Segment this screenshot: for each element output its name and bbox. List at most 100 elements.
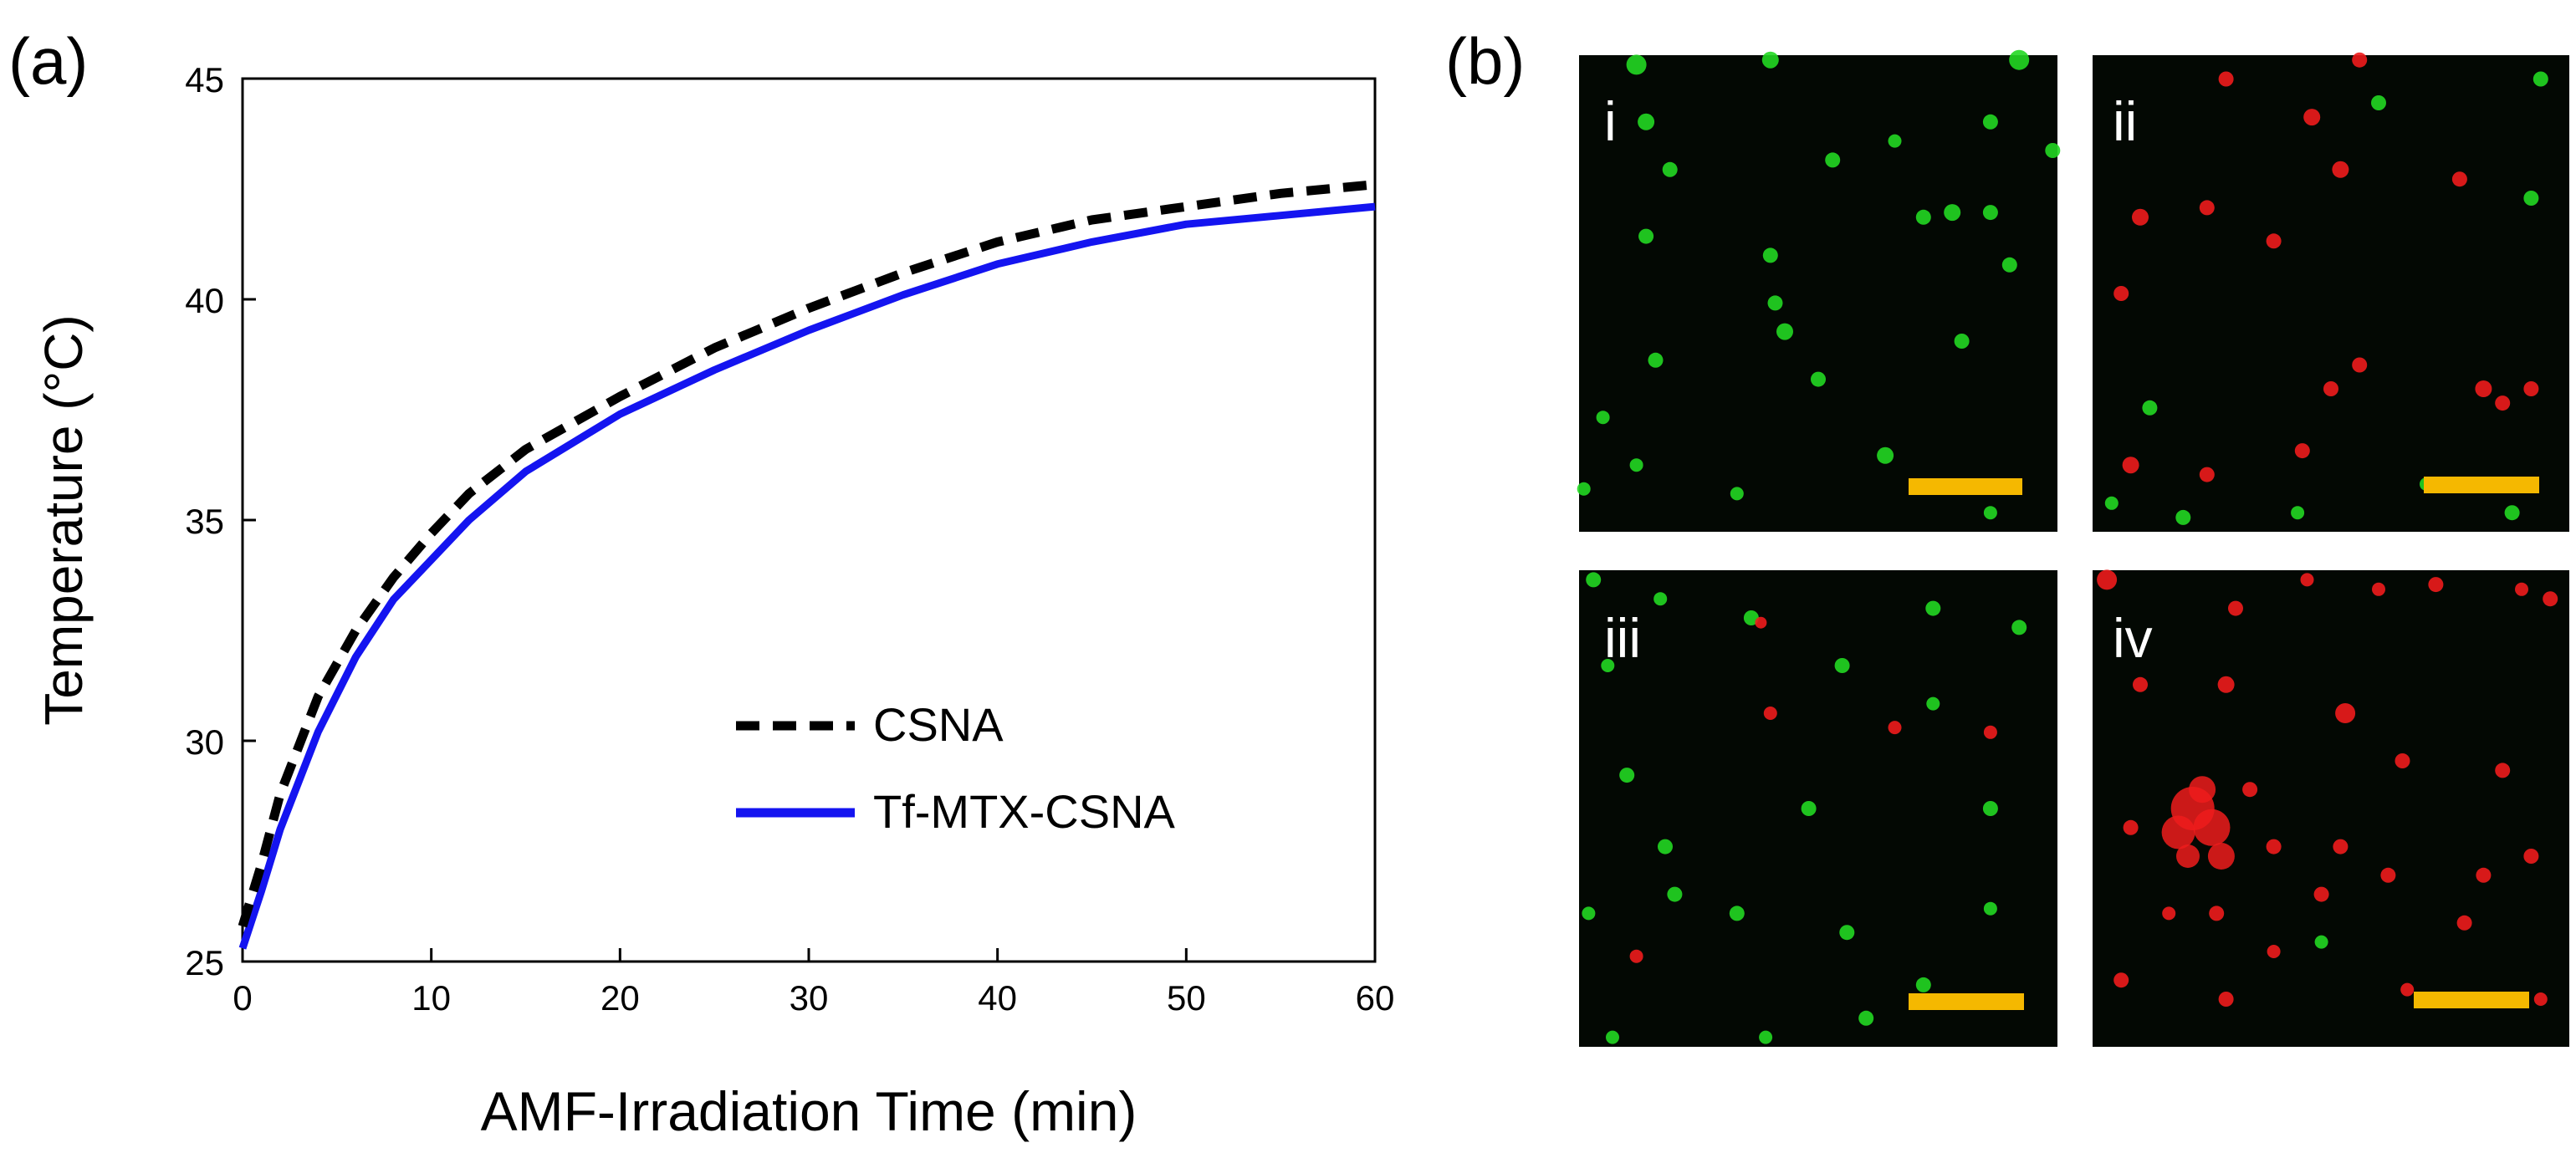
- dead-cell-dot: [2352, 357, 2368, 373]
- micrograph-label-ii: ii: [2113, 90, 2137, 152]
- dead-cell-dot: [2113, 972, 2129, 988]
- micrograph-background: [1579, 570, 2057, 1047]
- live-cell-dot: [1811, 371, 1826, 387]
- legend-label-tf-mtx-csna: Tf-MTX-CSNA: [873, 785, 1176, 838]
- dead-cell-dot: [1763, 707, 1777, 720]
- live-cell-dot: [2142, 400, 2158, 416]
- live-cell-dot: [2011, 620, 2027, 635]
- dead-cell-dot: [2300, 573, 2314, 587]
- y-tick-label: 30: [185, 722, 224, 762]
- dead-cell-dot: [1629, 949, 1643, 963]
- live-cell-dot: [2523, 191, 2539, 206]
- live-cell-dot: [1925, 600, 1941, 616]
- dead-cell-dot: [2267, 945, 2281, 958]
- dead-cell-cluster: [2207, 843, 2235, 870]
- cell-dots: [2097, 569, 2558, 1007]
- live-cell-dot: [1776, 323, 1793, 340]
- x-axis-label: AMF-Irradiation Time (min): [481, 1080, 1137, 1142]
- x-tick-label: 20: [601, 978, 640, 1018]
- y-axis-label: Temperature (°C): [33, 314, 94, 726]
- dead-cell-dot: [1888, 721, 1902, 735]
- live-cell-dot: [1888, 134, 1902, 148]
- panel-b-label: (b): [1445, 24, 1525, 98]
- dead-cell-dot: [2217, 676, 2235, 693]
- cell-dots: [1577, 49, 2061, 520]
- dead-cell-dot: [2456, 915, 2472, 931]
- live-cell-dot: [1596, 411, 1610, 425]
- micrograph-ii: ii: [2093, 52, 2569, 532]
- live-cell-dot: [1629, 458, 1643, 472]
- live-cell-dot: [2175, 509, 2191, 525]
- live-cell-dot: [1648, 352, 1664, 368]
- dead-cell-dot: [2428, 577, 2444, 593]
- live-cell-dot: [1638, 228, 1654, 244]
- x-tick-label: 0: [233, 978, 252, 1018]
- live-cell-dot: [2009, 49, 2030, 70]
- live-cell-dot: [1759, 1030, 1773, 1044]
- micrograph-background: [2093, 55, 2569, 532]
- dead-cell-dot: [2475, 380, 2492, 397]
- dead-cell-dot: [2097, 569, 2118, 590]
- dead-cell-dot: [2242, 782, 2258, 798]
- live-cell-dot: [2045, 143, 2061, 158]
- live-cell-dot: [2533, 71, 2548, 87]
- live-cell-dot: [2371, 95, 2386, 110]
- dead-cell-cluster: [2161, 815, 2195, 849]
- live-cell-dot: [1586, 572, 1602, 588]
- dead-cell-dot: [2199, 467, 2215, 482]
- live-cell-dot: [1662, 161, 1678, 177]
- live-cell-dot: [2314, 935, 2328, 949]
- y-tick-label: 25: [185, 943, 224, 982]
- dead-cell-dot: [2543, 591, 2558, 607]
- dead-cell-dot: [2335, 703, 2356, 723]
- dead-cell-dot: [2495, 395, 2511, 411]
- dead-cell-dot: [2400, 982, 2415, 997]
- micrograph-iv: iv: [2093, 569, 2569, 1047]
- series-layer: [238, 180, 1376, 950]
- live-cell-dot: [1915, 209, 1931, 225]
- micrograph-iii: iii: [1579, 570, 2057, 1047]
- dead-cell-dot: [2515, 582, 2528, 596]
- dead-cell-dot: [2333, 839, 2349, 855]
- x-axis-ticks: 0 10 20 30 40 50 60: [233, 948, 1394, 1018]
- dead-cell-dot: [2523, 381, 2539, 396]
- series-line-csna: [238, 180, 1376, 928]
- y-axis-ticks: 25 30 35 40 45: [185, 60, 256, 982]
- dead-cell-dot: [2113, 286, 2129, 301]
- live-cell-dot: [1730, 487, 1744, 501]
- live-cell-dot: [2104, 496, 2119, 510]
- live-cell-dot: [1767, 295, 1783, 311]
- dead-cell-dot: [2228, 600, 2243, 616]
- dead-cell-dot: [2294, 443, 2310, 459]
- dead-cell-dot: [2218, 71, 2234, 87]
- dead-cell-dot: [2476, 867, 2492, 883]
- micrograph-background: [2093, 570, 2569, 1047]
- dead-cell-dot: [1755, 616, 1767, 629]
- panel-a-label: (a): [8, 24, 88, 98]
- live-cell-dot: [1619, 768, 1635, 783]
- dead-cell-dot: [2218, 992, 2234, 1007]
- dead-cell-dot: [2533, 992, 2548, 1006]
- live-cell-dot: [1653, 592, 1668, 606]
- dead-cell-dot: [1983, 725, 1997, 739]
- dead-cell-dot: [2352, 52, 2368, 68]
- scale-bar: [2424, 477, 2539, 493]
- live-cell-dot: [1834, 658, 1850, 673]
- live-cell-dot: [1858, 1010, 1874, 1026]
- x-tick-label: 60: [1356, 978, 1395, 1018]
- micrograph-i: i: [1577, 49, 2061, 532]
- dead-cell-dot: [2199, 200, 2215, 216]
- dead-cell-dot: [2123, 819, 2139, 835]
- x-tick-label: 50: [1167, 978, 1206, 1018]
- live-cell-dot: [2504, 505, 2520, 521]
- live-cell-dot: [2001, 257, 2017, 273]
- dead-cell-dot: [2133, 676, 2148, 692]
- dead-cell-dot: [2395, 753, 2410, 768]
- live-cell-dot: [1877, 446, 1894, 464]
- dead-cell-dot: [2313, 886, 2329, 902]
- live-cell-dot: [1983, 901, 1997, 916]
- y-tick-label: 40: [185, 281, 224, 320]
- panel-a: (a) 25 30 35 40 45 0 10 20 30 40 50 60 CSNA Tf-MTX…: [8, 24, 1394, 1142]
- dead-cell-dot: [2380, 867, 2396, 883]
